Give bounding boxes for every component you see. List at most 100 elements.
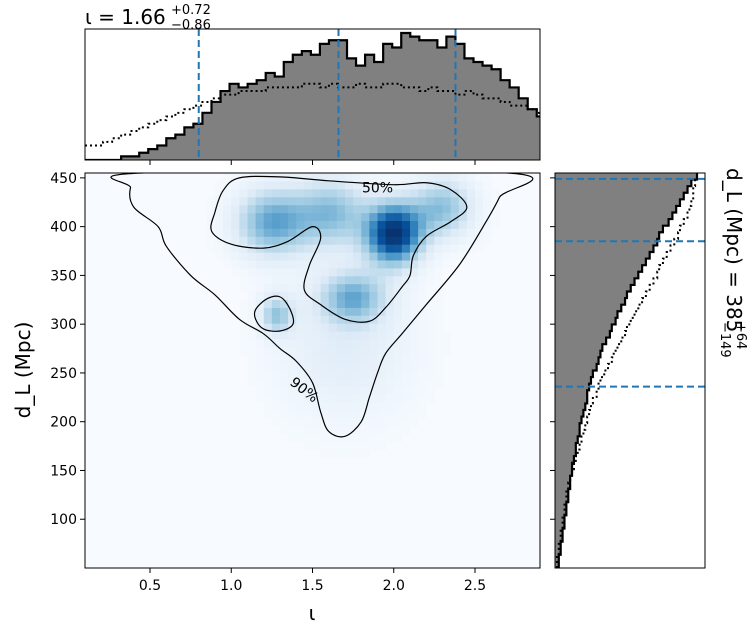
heatmap-cell [345, 244, 354, 253]
heatmap-cell [450, 173, 460, 182]
heatmap-cell [312, 173, 322, 182]
heatmap-cell [247, 378, 257, 387]
heatmap-cell [475, 196, 484, 206]
heatmap-cell [288, 212, 297, 221]
heatmap-cell [442, 259, 452, 269]
heatmap-cell [296, 370, 305, 379]
heatmap-cell [418, 267, 427, 277]
heatmap-cell [393, 196, 403, 206]
heatmap-cell [312, 299, 322, 308]
heatmap-cell [434, 323, 444, 332]
heatmap-cell [312, 275, 322, 285]
heatmap-cell [410, 196, 419, 206]
heatmap-cell [296, 299, 305, 308]
heatmap-cell [328, 433, 338, 443]
heatmap-cell [369, 362, 379, 372]
heatmap-cell [401, 252, 411, 261]
heatmap-cell [442, 244, 452, 253]
heatmap-cell [369, 386, 379, 395]
heatmap-cell [206, 228, 216, 237]
heatmap-cell [263, 346, 273, 356]
heatmap-cell [393, 394, 403, 403]
heatmap-cell [369, 267, 379, 277]
heatmap-cell [345, 346, 354, 356]
heatmap-cell [255, 370, 265, 379]
y-tick-label: 200 [50, 415, 77, 431]
heatmap-cell [280, 212, 289, 221]
heatmap-cell [296, 433, 305, 443]
heatmap-cell [377, 433, 387, 443]
heatmap-cell [361, 220, 370, 229]
y-tick-label: 350 [50, 268, 77, 284]
heatmap-cell [401, 346, 411, 356]
heatmap-cell [393, 188, 403, 198]
heatmap-cell [426, 220, 435, 229]
heatmap-cell [458, 196, 468, 206]
heatmap-cell [304, 338, 314, 348]
heatmap-cell [312, 252, 322, 261]
heatmap-cell [353, 370, 362, 379]
top-marginal-histogram [84, 28, 541, 165]
heatmap-cell [288, 386, 297, 395]
heatmap-cell [434, 188, 444, 198]
heatmap-cell [288, 410, 297, 419]
heatmap-cell [231, 173, 240, 182]
heatmap-cell [336, 417, 346, 427]
heatmap-cell [353, 331, 362, 340]
heatmap-cell [426, 188, 435, 198]
heatmap-cell [483, 196, 492, 206]
heatmap-cell [288, 417, 297, 427]
heatmap-cell [271, 386, 281, 395]
heatmap-cell [336, 291, 346, 300]
heatmap-cell [239, 188, 249, 198]
heatmap-cell [361, 346, 370, 356]
heatmap-cell [271, 378, 281, 387]
heatmap-cell [296, 283, 305, 293]
heatmap-cell [304, 180, 314, 190]
heatmap-cell [320, 402, 330, 411]
heatmap-cell [345, 338, 354, 348]
heatmap-cell [483, 204, 492, 214]
heatmap-cell [320, 259, 330, 269]
heatmap-cell [263, 283, 273, 293]
heatmap-cell [320, 196, 330, 206]
heatmap-cell [255, 315, 265, 324]
heatmap-cell [320, 338, 330, 348]
heatmap-cell [320, 291, 330, 300]
heatmap-cell [247, 362, 257, 372]
heatmap-cell [483, 180, 492, 190]
heatmap-cell [255, 307, 265, 316]
heatmap-cell [426, 236, 435, 245]
heatmap-cell [377, 338, 387, 348]
heatmap-cell [369, 425, 379, 435]
heatmap-cell [426, 323, 435, 332]
heatmap-cell [442, 236, 452, 245]
heatmap-cell [328, 338, 338, 348]
heatmap-cell [328, 236, 338, 245]
heatmap-cell [345, 315, 354, 324]
heatmap-cell [328, 196, 338, 206]
heatmap-cell [345, 252, 354, 261]
heatmap-cell [296, 212, 305, 221]
heatmap-cell [223, 188, 232, 198]
heatmap-cell [361, 291, 370, 300]
heatmap-cell [466, 180, 476, 190]
heatmap-cell [296, 236, 305, 245]
heatmap-cell [361, 362, 370, 372]
heatmap-cell [304, 386, 314, 395]
heatmap-cell [377, 299, 387, 308]
heatmap-cell [377, 417, 387, 427]
heatmap-cell [434, 259, 444, 269]
heatmap-cell [288, 331, 297, 340]
heatmap-cell [288, 236, 297, 245]
heatmap-cell [434, 212, 444, 221]
heatmap-cell [410, 212, 419, 221]
heatmap-cell [466, 173, 476, 182]
heatmap-cell [426, 362, 435, 372]
heatmap-cell [377, 425, 387, 435]
heatmap-cell [288, 220, 297, 229]
heatmap-cell [328, 331, 338, 340]
heatmap-cell [336, 204, 346, 214]
heatmap-cell [328, 291, 338, 300]
heatmap-cell [304, 354, 314, 364]
